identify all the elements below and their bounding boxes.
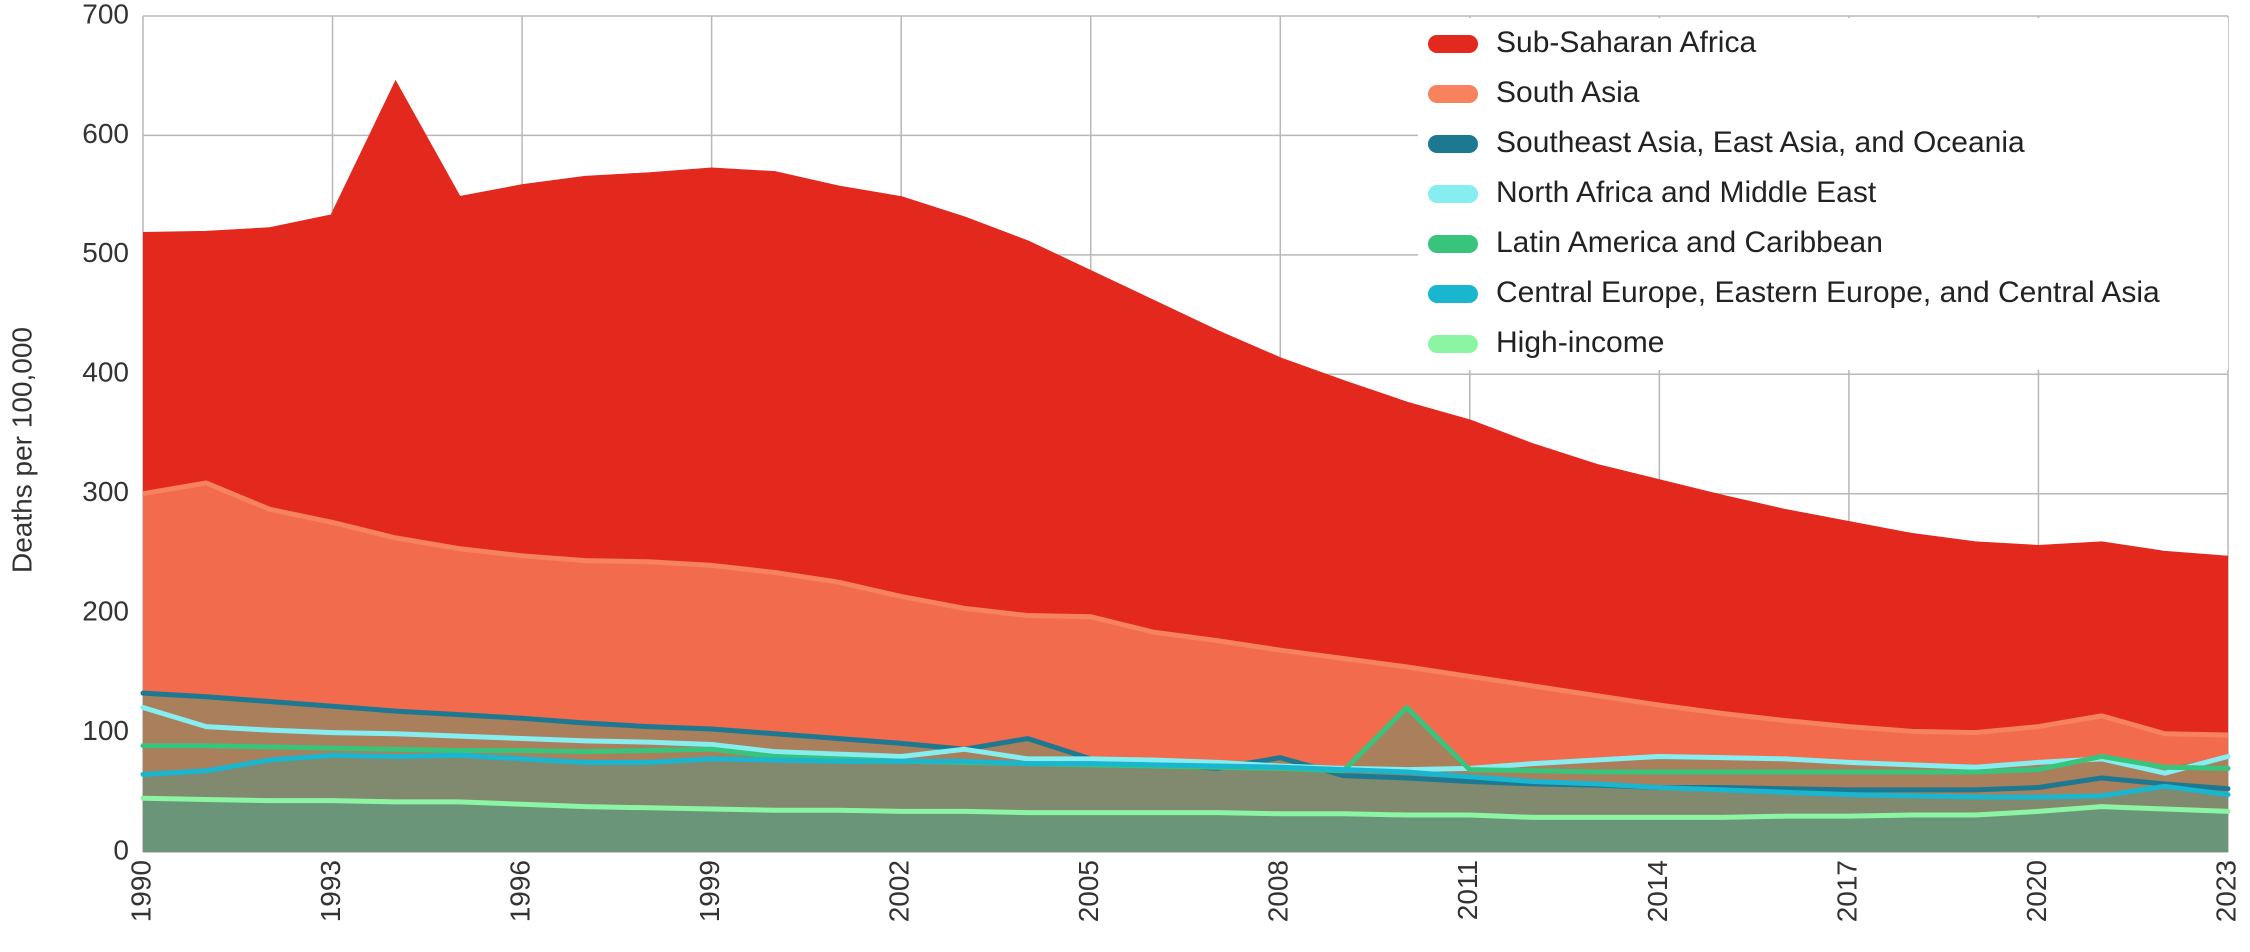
legend-label: Central Europe, Eastern Europe, and Cent… [1496, 276, 2160, 309]
y-tick-label: 600 [82, 118, 129, 149]
x-axis: 1990 1993 1996 1999 2002 2005 2008 2011 2014 2017… [125, 860, 2241, 922]
x-tick-label: 2014 [1642, 860, 1673, 922]
x-tick-label: 2023 [2210, 860, 2241, 922]
legend-swatch [1428, 135, 1478, 153]
y-axis: 0 100 200 300 400 500 600 700 [82, 0, 129, 865]
legend-swatch [1428, 235, 1478, 253]
legend-swatch [1428, 335, 1478, 353]
x-tick-label: 1999 [694, 860, 725, 922]
high-income-shade [143, 798, 2228, 852]
x-tick-label: 2011 [1452, 860, 1483, 920]
x-tick-label: 1996 [504, 860, 535, 922]
area-edge-south-asia [142, 480, 2229, 738]
x-tick-label: 1993 [315, 860, 346, 922]
x-tick-label: 2017 [1831, 860, 1862, 922]
series-line-central-europe-eastern-europe-and-central-asia [140, 752, 2231, 800]
legend-swatch [1428, 285, 1478, 303]
legend-swatch [1428, 35, 1478, 53]
legend-label: Southeast Asia, East Asia, and Oceania [1496, 126, 2025, 159]
y-tick-label: 200 [82, 596, 129, 627]
y-tick-label: 400 [82, 357, 129, 388]
x-tick-label: 2002 [884, 860, 915, 922]
series-line-north-africa-and-middle-east [140, 704, 2231, 776]
legend-swatch [1428, 185, 1478, 203]
legend-label: North Africa and Middle East [1496, 176, 1877, 209]
x-tick-label: 1990 [125, 860, 156, 922]
legend-label: Sub-Saharan Africa [1496, 26, 1756, 59]
legend-background [1418, 18, 2228, 370]
legend-label: Latin America and Caribbean [1496, 226, 1883, 259]
legend-label: South Asia [1496, 76, 1640, 109]
legend-label: High-income [1496, 326, 1664, 359]
legend-swatch [1428, 85, 1478, 103]
y-tick-label: 100 [82, 715, 129, 746]
plot-area [140, 79, 2231, 852]
y-tick-label: 300 [82, 476, 129, 507]
x-tick-label: 2005 [1073, 860, 1104, 922]
series-line-high-income [140, 795, 2231, 820]
x-tick-label: 2008 [1263, 860, 1294, 922]
y-axis-title: Deaths per 100,000 [6, 327, 37, 573]
x-tick-label: 2020 [2021, 860, 2052, 922]
legend: Sub-Saharan Africa South Asia Southeast As… [1418, 18, 2228, 370]
area-edge-sub-saharan-africa [142, 79, 2229, 561]
y-tick-label: 700 [82, 0, 129, 29]
y-tick-label: 500 [82, 237, 129, 268]
y-tick-label: 0 [113, 834, 129, 865]
